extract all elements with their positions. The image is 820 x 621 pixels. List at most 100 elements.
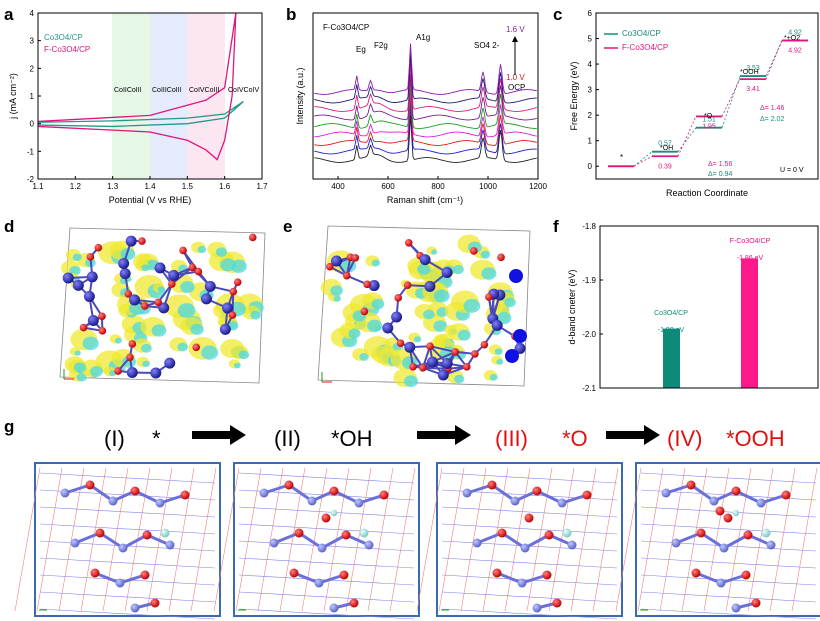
panel-e-structure [317,225,531,388]
co-atom [72,279,84,291]
bond [99,531,124,550]
lattice-line [301,467,328,612]
co-atom [204,280,216,292]
charge-depletion [220,258,236,272]
co-atom [441,267,453,279]
structure-frame [233,462,420,617]
energy-connector [765,40,783,77]
bond [501,531,526,550]
x-tick-label: 1.1 [32,182,44,191]
panel-g-structures [14,462,820,620]
lattice-line [257,467,284,612]
bond [333,489,360,505]
potential-arrow-head [512,36,518,42]
o-atom [480,340,489,349]
co-atom [259,488,269,498]
species-4: *OOH [740,69,759,76]
o-atom [138,237,146,245]
lattice-line [238,608,415,620]
co-atom [517,578,527,588]
co-atom [441,357,453,369]
co-atom [382,322,394,334]
panel-c-steps: 0.57 1.51 3.53 4.92 0.39 1.95 3.41 4.92 [608,30,808,170]
o-atom [363,280,371,289]
co-atom [200,293,212,305]
lattice-line [504,467,531,612]
panel-b-frame [312,12,539,180]
co-atom [155,498,165,508]
o-atom [470,247,478,255]
co-atom [491,319,503,331]
o-atom [696,528,706,538]
co-atom [118,543,128,553]
panel-f-frame [599,225,819,389]
bond [735,489,762,505]
d-band-bar-1 [741,258,758,388]
o-atom [180,490,190,500]
co-atom [125,235,137,247]
panel-b-ticks: 400 600 800 1000 1200 [331,176,547,191]
lattice-line [168,467,195,612]
f-atom [513,329,527,343]
o-atom [192,343,201,352]
species-5: *+O2 [784,35,800,42]
arrow-2 [417,425,471,445]
lattice-line [416,467,443,612]
co-atom [83,290,95,302]
panel-letter-a: a [4,5,14,24]
charge-depletion [250,310,261,320]
charge-depletion [489,374,498,381]
y-tick-label: 4 [30,9,35,18]
co-atom [766,540,776,550]
bar-label-f: F-Co3O4/CP [730,238,771,245]
charge-depletion [371,259,381,267]
step-3-num: (III) [495,426,528,451]
panel-c-ylabel: Free Energy (eV) [569,61,579,130]
panel-d-structure [59,227,266,384]
y-tick-label: 3 [30,37,35,46]
y-tick-label: 0 [588,162,593,171]
co-atom [424,280,436,292]
o-atom [532,486,542,496]
co-atom [719,543,729,553]
y-tick-label: 2 [588,111,593,120]
panel-b-spectra [314,43,537,163]
o-atom [379,490,389,500]
co-atom [86,271,98,283]
o-atom [487,480,497,490]
o-atom [154,298,163,307]
y-tick-label: 4 [588,60,593,69]
charge-depletion [433,320,448,332]
energy-value-label: 1.51 [702,117,716,124]
charge-depletion [463,298,481,313]
panel-c-frame [595,12,819,180]
bond [321,533,347,550]
energy-connector [633,155,653,167]
o-atom [341,530,351,540]
energy-value-label: 4.92 [788,30,802,37]
structure-frame [436,462,623,617]
f-atom [562,528,572,538]
x-tick-label: 1.4 [144,182,156,191]
lattice-line [592,467,619,612]
charge-depletion [333,295,341,302]
o-atom [167,280,176,288]
o-atom [142,530,152,540]
o-atom [492,568,502,578]
o-atom [741,570,751,580]
co-atom [154,262,166,274]
o-atom [289,568,299,578]
charge-depletion [151,324,167,337]
structure-box-4 [615,462,820,620]
lattice-line [39,608,216,620]
panel-a-ylabel: j (mA cm⁻²) [8,73,18,120]
step-4-num: (IV) [667,426,702,451]
o-atom [582,490,592,500]
o-atom [294,528,304,538]
lattice-line [238,591,415,603]
o-atom [731,486,741,496]
step-1-species: * [152,426,161,451]
panel-f: f -2.1 -2.0 -1.9 -1.8 Co3O4/CP -1.99 eV F-C… [553,217,819,393]
lattice-line [640,608,817,620]
species-2: *OH [660,145,673,152]
